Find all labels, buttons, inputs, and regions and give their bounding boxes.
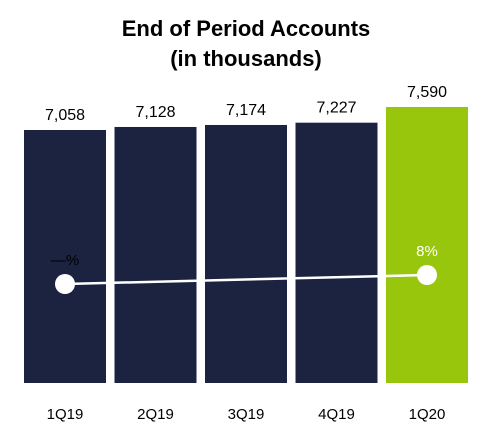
value-label-1Q20: 7,590 (407, 84, 447, 101)
bar-4Q19 (295, 122, 378, 384)
chart-title-line2: (in thousands) (170, 46, 322, 71)
growth-line (64, 273, 428, 286)
chart-title-line1: End of Period Accounts (121, 16, 371, 41)
x-tick-label-4Q19: 4Q19 (318, 406, 355, 423)
x-tick-label-3Q19: 3Q19 (228, 406, 265, 423)
x-tick-label-1Q19: 1Q19 (47, 406, 84, 423)
growth-label-1Q20: 8% (416, 243, 438, 260)
growth-label-1Q19: —% (51, 252, 79, 269)
growth-point-1Q19 (55, 274, 75, 294)
x-tick-label-1Q20: 1Q20 (409, 406, 446, 423)
value-label-3Q19: 7,174 (226, 102, 266, 119)
value-label-1Q19: 7,058 (45, 107, 85, 124)
chart-title: End of Period Accounts (in thousands) (0, 14, 492, 74)
value-label-4Q19: 7,227 (316, 100, 356, 117)
growth-point-1Q20 (417, 265, 437, 285)
bar-2Q19 (114, 126, 197, 383)
bar-1Q20 (386, 107, 468, 383)
bar-1Q19 (24, 130, 106, 383)
value-label-2Q19: 7,128 (135, 104, 175, 121)
x-tick-label-2Q19: 2Q19 (137, 406, 174, 423)
bar-3Q19 (205, 124, 287, 384)
